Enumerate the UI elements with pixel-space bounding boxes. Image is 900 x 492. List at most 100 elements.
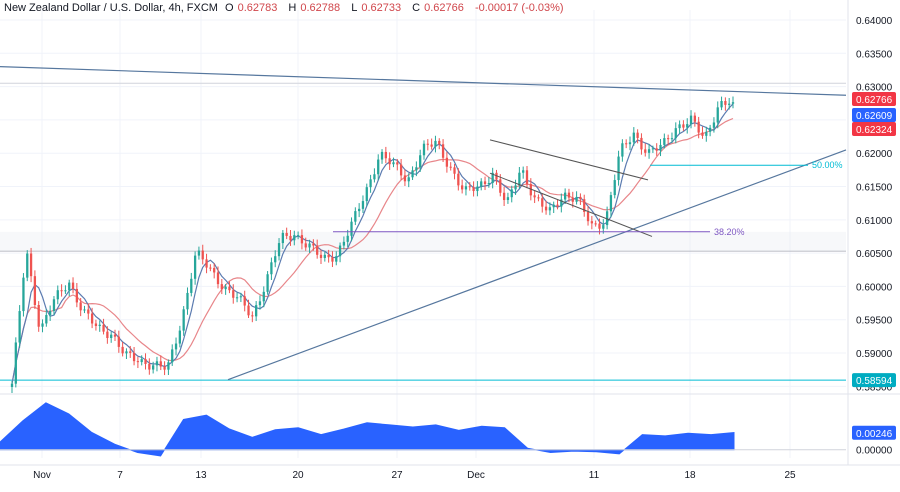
candle bbox=[136, 356, 140, 369]
candle-body bbox=[52, 299, 56, 311]
candle-body bbox=[270, 262, 273, 275]
candle-body bbox=[449, 166, 452, 168]
time-tick-label: 20 bbox=[292, 470, 304, 481]
candle-body bbox=[567, 192, 571, 198]
candle-body bbox=[358, 208, 361, 212]
candle-body bbox=[110, 334, 113, 339]
candle-body bbox=[113, 334, 117, 337]
candle-body bbox=[544, 206, 548, 211]
candle-body bbox=[49, 310, 52, 316]
candle bbox=[186, 287, 189, 315]
candle-body bbox=[583, 199, 586, 212]
oscillator-pane bbox=[0, 402, 846, 457]
candle-body bbox=[461, 185, 464, 190]
candle-body bbox=[579, 196, 582, 200]
candle bbox=[193, 251, 197, 285]
candle bbox=[392, 157, 395, 168]
candle-body bbox=[441, 144, 445, 158]
candle bbox=[575, 191, 578, 205]
candle-body bbox=[235, 297, 239, 299]
candle-body bbox=[586, 211, 590, 222]
candle bbox=[266, 271, 269, 295]
candle bbox=[178, 325, 181, 348]
candle bbox=[712, 117, 716, 133]
candle-body bbox=[155, 361, 159, 366]
candle bbox=[544, 200, 548, 215]
candle-body bbox=[571, 197, 574, 202]
time-tick-label: 18 bbox=[684, 470, 696, 481]
candle-body bbox=[163, 366, 166, 370]
candle bbox=[728, 98, 731, 110]
candle bbox=[537, 194, 540, 202]
candle-body bbox=[327, 254, 330, 258]
candle bbox=[586, 206, 590, 226]
candle-body bbox=[121, 346, 124, 354]
price-tick-label: 0.62000 bbox=[856, 149, 893, 160]
candle bbox=[148, 358, 151, 375]
time-tick-label: 7 bbox=[117, 470, 123, 481]
price-tick-label: 0.59500 bbox=[856, 316, 893, 327]
candle-body bbox=[468, 186, 471, 188]
candle-body bbox=[60, 290, 63, 292]
candle-body bbox=[281, 232, 284, 244]
candle-body bbox=[617, 156, 620, 181]
candle bbox=[270, 257, 273, 280]
candle bbox=[533, 190, 536, 204]
candle-body bbox=[415, 167, 418, 171]
candle-body bbox=[64, 290, 67, 292]
candle-body bbox=[178, 330, 181, 344]
moving-averages bbox=[11, 103, 734, 384]
candle-body bbox=[308, 243, 311, 248]
oscillator-badge-value: 0.00246 bbox=[856, 429, 893, 440]
candle bbox=[377, 154, 380, 181]
candle-body bbox=[75, 288, 78, 303]
candle-body bbox=[140, 359, 143, 363]
slow-moving-average bbox=[11, 117, 734, 384]
candle bbox=[487, 177, 490, 188]
candle bbox=[308, 239, 311, 253]
candle bbox=[316, 239, 319, 259]
candle bbox=[617, 150, 620, 186]
candle bbox=[655, 143, 658, 156]
candle-body bbox=[373, 174, 376, 180]
candle-body bbox=[712, 122, 716, 128]
time-tick-label: 27 bbox=[391, 470, 403, 481]
symbol-title: New Zealand Dollar / U.S. Dollar, 4h, FX… bbox=[4, 2, 218, 14]
candle-body bbox=[548, 207, 552, 211]
candle-body bbox=[670, 138, 674, 140]
candle-body bbox=[472, 187, 475, 192]
candle-body bbox=[14, 342, 17, 384]
time-axis: Nov 7 13 20 27 Dec 11 18 25 bbox=[33, 470, 796, 481]
candle bbox=[68, 279, 71, 297]
candle-body bbox=[621, 143, 624, 157]
candle bbox=[29, 247, 33, 283]
candle bbox=[548, 202, 552, 216]
candle bbox=[720, 96, 723, 111]
candle-body bbox=[533, 195, 536, 198]
fib-382-label: 38.20% bbox=[714, 227, 745, 237]
candle bbox=[319, 249, 323, 264]
candle-body bbox=[663, 138, 666, 145]
candle-body bbox=[289, 235, 292, 241]
candle-body bbox=[380, 151, 384, 160]
candle-body bbox=[564, 192, 567, 200]
candle-body bbox=[79, 302, 82, 311]
candle bbox=[407, 173, 410, 188]
candle bbox=[232, 284, 235, 304]
candle bbox=[10, 381, 14, 393]
candle bbox=[472, 181, 475, 197]
candle bbox=[464, 182, 468, 196]
candle-body bbox=[575, 196, 578, 202]
candle bbox=[663, 133, 666, 149]
candle bbox=[331, 251, 334, 268]
candle bbox=[354, 207, 357, 226]
candle-body bbox=[693, 115, 696, 122]
candle-body bbox=[209, 267, 212, 269]
candle-body bbox=[689, 115, 693, 125]
price-tick-label: 0.60000 bbox=[856, 282, 893, 293]
candle-body bbox=[106, 331, 109, 339]
candle bbox=[365, 183, 368, 207]
candle-body bbox=[636, 132, 639, 138]
candle-body bbox=[399, 164, 403, 176]
